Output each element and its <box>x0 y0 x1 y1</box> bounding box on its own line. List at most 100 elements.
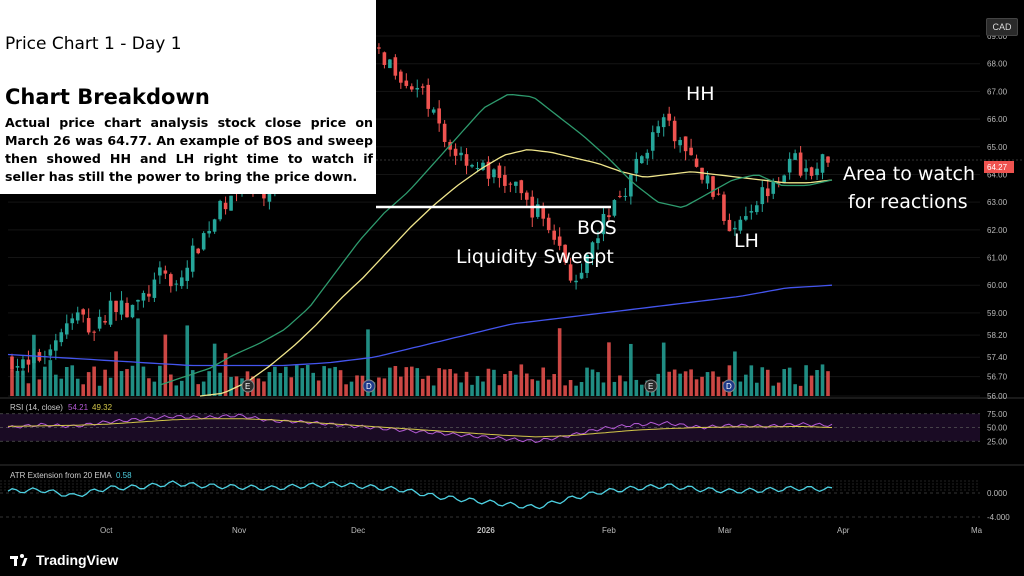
candle-body <box>399 71 403 83</box>
candle-body <box>158 267 162 276</box>
candle-body <box>464 154 469 166</box>
volume-bar <box>179 380 184 396</box>
candle-body <box>711 176 715 197</box>
volume-bar <box>793 384 797 396</box>
candle-body <box>223 202 228 210</box>
atr-value: 0.58 <box>116 471 132 480</box>
volume-bar <box>43 366 47 396</box>
volume-bar <box>546 379 551 396</box>
candle-body <box>377 47 381 49</box>
volume-bar <box>229 376 233 396</box>
candle-body <box>212 219 217 232</box>
time-tick-label: Mar <box>718 526 732 535</box>
candle-body <box>639 156 644 164</box>
volume-bar <box>404 367 409 396</box>
candle-body <box>136 299 140 302</box>
volume-bar <box>256 378 261 396</box>
candle-body <box>579 272 584 279</box>
candle-body <box>568 264 573 281</box>
candle-body <box>218 200 222 220</box>
volume-bar <box>629 343 633 396</box>
volume-bar <box>152 381 157 396</box>
volume-bar <box>776 382 781 396</box>
candle-body <box>185 267 190 281</box>
rsi-ma-line <box>7 418 833 438</box>
candle-body <box>426 84 431 109</box>
candle-body <box>804 168 808 172</box>
candle-body <box>64 323 69 335</box>
volume-bar <box>541 367 546 396</box>
lh-label: LH <box>734 230 759 252</box>
candle-body <box>147 293 151 297</box>
dividend-marker <box>362 379 376 393</box>
volume-bar <box>798 385 803 396</box>
candle-body <box>103 321 107 323</box>
candle-body <box>503 174 507 186</box>
volume-bar <box>125 369 129 396</box>
currency-badge[interactable]: CAD <box>986 18 1018 36</box>
candle-body <box>453 148 458 156</box>
volume-bar <box>470 384 474 396</box>
candle-body <box>596 238 600 244</box>
volume-bar <box>716 376 721 396</box>
candle-body <box>563 244 567 263</box>
candle-body <box>524 192 529 200</box>
rsi-level-label: 75.00 <box>987 410 1008 419</box>
candle-body <box>612 200 617 216</box>
volume-bar <box>284 366 288 396</box>
earnings-marker <box>241 379 255 393</box>
candle-body <box>486 161 491 179</box>
ema50-line <box>199 149 833 397</box>
candle-body <box>787 158 792 173</box>
candle-body <box>10 356 14 370</box>
volume-bar <box>585 367 589 396</box>
candle-body <box>820 154 825 173</box>
volume-bar <box>75 378 80 396</box>
volume-bar <box>81 384 85 396</box>
price-tick-label: 65.00 <box>987 143 1008 152</box>
volume-bar <box>15 370 20 396</box>
volume-bar <box>262 381 266 396</box>
volume-bar <box>327 368 332 396</box>
volume-bar <box>393 366 398 396</box>
volume-bar <box>10 369 14 396</box>
candle-body <box>514 181 518 186</box>
candle-body <box>782 175 786 184</box>
price-tick-label: 67.00 <box>987 87 1008 96</box>
candle-body <box>32 354 36 364</box>
price-tick-label: 66.00 <box>987 115 1008 124</box>
volume-bar <box>377 377 381 396</box>
time-tick-label: Ma <box>971 526 983 535</box>
atr-extension-line <box>7 480 833 510</box>
volume-bar <box>689 369 693 396</box>
watch-area-label-2: for reactions <box>848 191 968 213</box>
candle-body <box>201 233 206 250</box>
earnings-marker <box>644 379 658 393</box>
candle-body <box>618 195 622 197</box>
candle-body <box>629 174 633 197</box>
candle-body <box>229 195 233 211</box>
volume-bar <box>590 369 595 396</box>
volume-bar <box>623 381 628 396</box>
candle-body <box>705 175 710 184</box>
volume-bar <box>442 369 447 396</box>
candle-body <box>207 230 211 234</box>
volume-bar <box>21 370 25 396</box>
volume-bar <box>234 376 239 396</box>
candle-body <box>481 162 485 170</box>
volume-bar <box>612 381 617 396</box>
volume-bar <box>426 375 431 396</box>
candle-body <box>716 193 721 195</box>
candle-body <box>590 242 595 260</box>
candle-body <box>519 180 524 194</box>
candle-body <box>108 300 113 325</box>
candle-body <box>459 152 463 156</box>
candle-body <box>535 204 540 217</box>
candle-body <box>508 183 513 185</box>
volume-bar <box>492 369 496 396</box>
time-tick-label: Feb <box>602 526 616 535</box>
volume-bar <box>366 329 370 396</box>
candle-body <box>141 292 146 301</box>
volume-bar <box>201 381 206 396</box>
volume-bar <box>431 385 436 396</box>
